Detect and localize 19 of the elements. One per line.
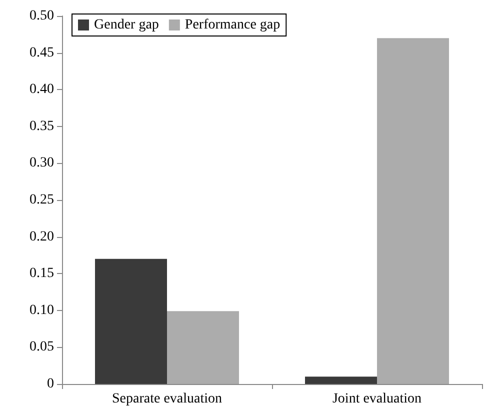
y-tick-label: 0.10 (30, 302, 54, 318)
y-tick-label: 0.30 (30, 156, 54, 171)
y-tick-label: 0 (47, 376, 54, 392)
x-tick-label: Separate evaluation (112, 392, 222, 406)
bar (95, 258, 167, 384)
y-tick-label: 0.15 (30, 266, 54, 282)
y-tick-label: 0.25 (30, 192, 54, 208)
bar (377, 38, 449, 384)
x-tick-label: Joint evaluation (332, 392, 422, 406)
bar (167, 311, 239, 384)
legend-label: Performance gap (184, 18, 280, 32)
y-tick-label: 0.45 (30, 45, 54, 60)
y-tick-label: 0.35 (30, 118, 54, 134)
bar (305, 376, 377, 384)
y-tick-label: 0.50 (30, 8, 54, 24)
legend-label: Gender gap (94, 18, 159, 32)
y-tick-label: 0.20 (30, 229, 54, 244)
y-tick-label: 0.40 (30, 82, 54, 98)
y-tick-label: 0.05 (30, 340, 54, 355)
